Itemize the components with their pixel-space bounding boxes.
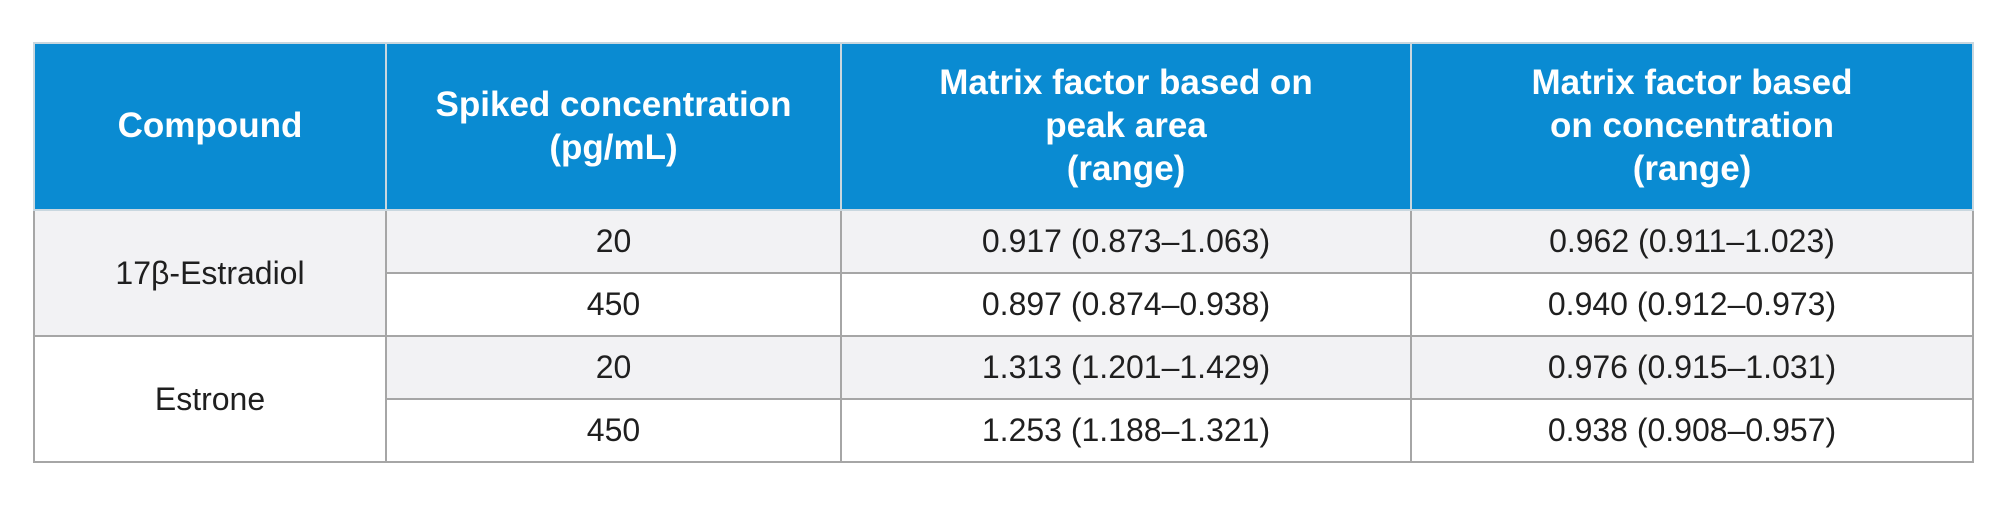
table-header: Compound Spiked concentration (pg/mL) Ma… bbox=[33, 42, 1974, 211]
header-line: on concentration bbox=[1550, 106, 1834, 146]
header-matrix-factor-concentration: Matrix factor based on concentration (ra… bbox=[1410, 42, 1974, 211]
table-row: 450 1.253 (1.188–1.321) 0.938 (0.908–0.9… bbox=[34, 398, 1974, 463]
matrix-factor-conc-cell: 0.938 (0.908–0.957) bbox=[1410, 398, 1974, 463]
compound-cell: 17β-Estradiol bbox=[33, 209, 387, 337]
spiked-concentration-cell: 20 bbox=[385, 209, 842, 274]
matrix-factor-conc-cell: 0.940 (0.912–0.973) bbox=[1410, 272, 1974, 337]
header-line: (pg/mL) bbox=[549, 127, 678, 167]
header-line: (range) bbox=[1632, 148, 1752, 188]
table-row: 17β-Estradiol 20 0.917 (0.873–1.063) 0.9… bbox=[33, 209, 1974, 337]
table-row: Estrone 20 1.313 (1.201–1.429) 0.976 (0.… bbox=[33, 335, 1974, 463]
matrix-factor-area-cell: 0.917 (0.873–1.063) bbox=[840, 209, 1412, 274]
matrix-factor-area-cell: 0.897 (0.874–0.938) bbox=[840, 272, 1412, 337]
header-compound: Compound bbox=[33, 42, 387, 211]
header-line: Matrix factor based on bbox=[939, 63, 1313, 103]
matrix-factor-conc-cell: 0.962 (0.911–1.023) bbox=[1410, 209, 1974, 274]
spiked-concentration-cell: 450 bbox=[385, 272, 842, 337]
table-body: 17β-Estradiol 20 0.917 (0.873–1.063) 0.9… bbox=[33, 209, 1974, 463]
compound-cell: Estrone bbox=[33, 335, 387, 463]
header-line: Compound bbox=[117, 106, 303, 146]
matrix-factor-table-container: Compound Spiked concentration (pg/mL) Ma… bbox=[33, 42, 1974, 463]
spiked-concentration-cell: 20 bbox=[385, 335, 842, 400]
table-row: 450 0.897 (0.874–0.938) 0.940 (0.912–0.9… bbox=[34, 272, 1974, 337]
header-row: Compound Spiked concentration (pg/mL) Ma… bbox=[33, 42, 1974, 211]
matrix-factor-conc-cell: 0.976 (0.915–1.031) bbox=[1410, 335, 1974, 400]
header-line: (range) bbox=[1066, 148, 1186, 188]
header-spiked-concentration: Spiked concentration (pg/mL) bbox=[385, 42, 842, 211]
matrix-factor-area-cell: 1.253 (1.188–1.321) bbox=[840, 398, 1412, 463]
spiked-concentration-cell: 450 bbox=[385, 398, 842, 463]
matrix-factor-area-cell: 1.313 (1.201–1.429) bbox=[840, 335, 1412, 400]
matrix-factor-table: Compound Spiked concentration (pg/mL) Ma… bbox=[33, 42, 1974, 463]
header-line: Matrix factor based bbox=[1531, 63, 1853, 103]
header-line: peak area bbox=[1045, 106, 1207, 146]
header-line: Spiked concentration bbox=[435, 84, 792, 124]
header-matrix-factor-peak-area: Matrix factor based on peak area (range) bbox=[840, 42, 1412, 211]
